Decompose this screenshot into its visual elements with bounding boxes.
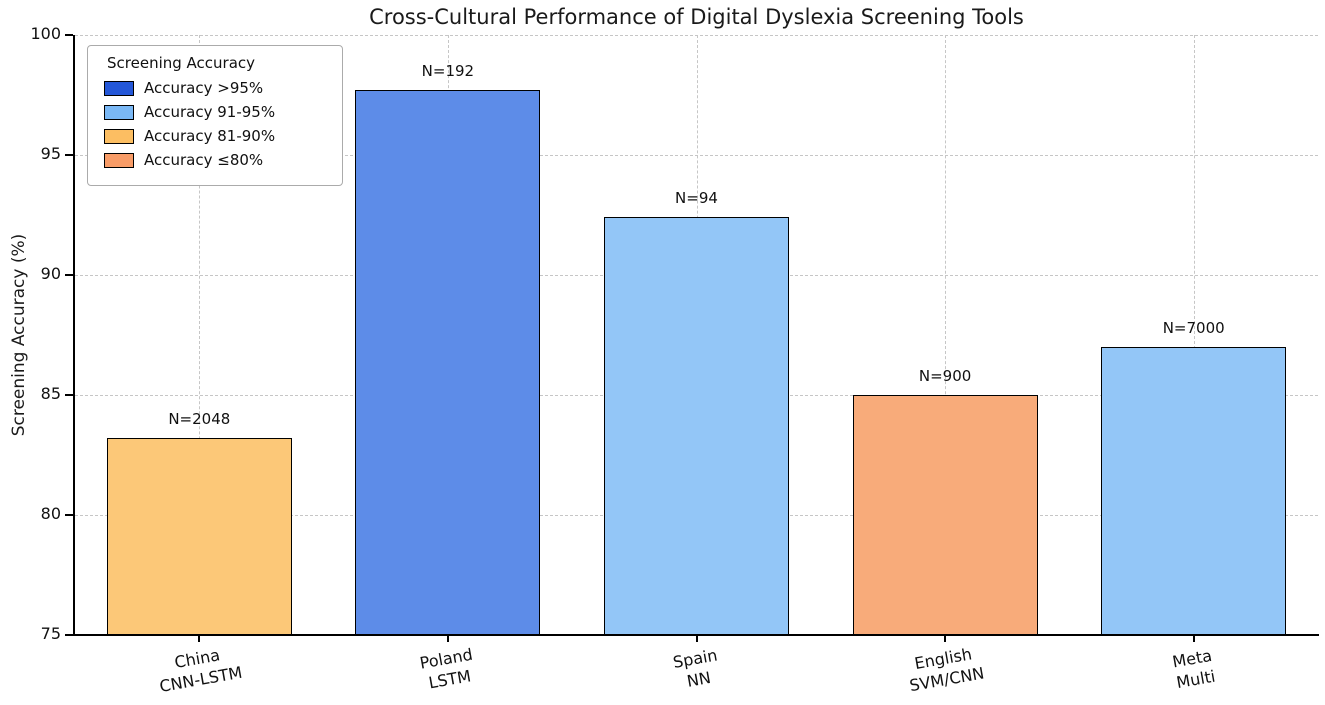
y-tick-label: 90 bbox=[40, 264, 61, 283]
y-axis-line bbox=[73, 35, 75, 636]
y-tick-mark bbox=[65, 34, 73, 36]
bar-value-label-poland-lstm: N=192 bbox=[421, 62, 475, 81]
x-tick-label-china-cnn-lstm: China CNN-LSTM bbox=[112, 634, 287, 705]
legend-title: Screening Accuracy bbox=[107, 54, 256, 72]
legend-label: Accuracy ≤80% bbox=[144, 151, 264, 169]
chart-title: Cross-Cultural Performance of Digital Dy… bbox=[369, 5, 1024, 29]
legend-item: Accuracy >95% bbox=[104, 79, 330, 97]
plot-area: Screening Accuracy Accuracy >95% Accurac… bbox=[30, 24, 1319, 696]
x-tick-label-spain-nn: Spain NN bbox=[609, 634, 784, 705]
x-tick-mark bbox=[1192, 635, 1195, 642]
legend-swatch-accuracy-gt95 bbox=[104, 80, 134, 96]
y-tick-label: 85 bbox=[40, 384, 61, 403]
bar-china-cnn-lstm bbox=[106, 438, 292, 635]
y-tick-label: 95 bbox=[40, 144, 61, 163]
bar-poland-lstm bbox=[355, 90, 541, 635]
bar-value-label-spain-nn: N=94 bbox=[675, 189, 718, 208]
legend-label: Accuracy >95% bbox=[144, 79, 264, 97]
gridline-x-meta-multi bbox=[1193, 35, 1195, 635]
legend: Screening Accuracy Accuracy >95% Accurac… bbox=[87, 45, 343, 186]
legend-label: Accuracy 91-95% bbox=[144, 103, 276, 121]
y-tick-mark bbox=[65, 514, 73, 516]
bar-value-label-english-svm-cnn: N=900 bbox=[918, 367, 972, 385]
x-tick-mark bbox=[944, 635, 947, 642]
y-tick-mark bbox=[65, 394, 73, 396]
x-tick-mark bbox=[198, 635, 201, 642]
bar-value-label-china-cnn-lstm: N=2048 bbox=[168, 410, 231, 429]
y-tick-mark bbox=[65, 634, 73, 636]
bar-spain-nn bbox=[604, 217, 789, 635]
y-tick-mark bbox=[65, 154, 73, 156]
bar-meta-multi bbox=[1101, 347, 1287, 635]
gridline-x-china-cnn-lstm bbox=[199, 35, 201, 635]
y-tick-label: 80 bbox=[40, 504, 61, 523]
x-tick-mark bbox=[695, 635, 698, 642]
legend-swatch-accuracy-91-95 bbox=[104, 104, 134, 120]
bar-value-label-meta-multi: N=7000 bbox=[1162, 319, 1225, 337]
y-tick-label: 75 bbox=[40, 624, 61, 643]
y-tick-label: 100 bbox=[30, 24, 61, 43]
x-tick-mark bbox=[446, 635, 449, 642]
legend-item: Accuracy 81-90% bbox=[104, 127, 330, 145]
legend-swatch-accuracy-le80 bbox=[104, 152, 134, 168]
gridline-x-english-svm-cnn bbox=[945, 35, 947, 635]
x-tick-label-poland-lstm: Poland LSTM bbox=[361, 634, 536, 705]
bar-english-svm-cnn bbox=[852, 395, 1038, 635]
x-tick-label-meta-multi: Meta Multi bbox=[1106, 634, 1281, 705]
legend-item: Accuracy 91-95% bbox=[104, 103, 330, 121]
x-tick-label-english-svm-cnn: English SVM/CNN bbox=[858, 634, 1033, 705]
legend-swatch-accuracy-81-90 bbox=[104, 128, 134, 144]
y-tick-mark bbox=[65, 274, 73, 276]
legend-item: Accuracy ≤80% bbox=[104, 151, 330, 169]
legend-label: Accuracy 81-90% bbox=[144, 127, 276, 145]
